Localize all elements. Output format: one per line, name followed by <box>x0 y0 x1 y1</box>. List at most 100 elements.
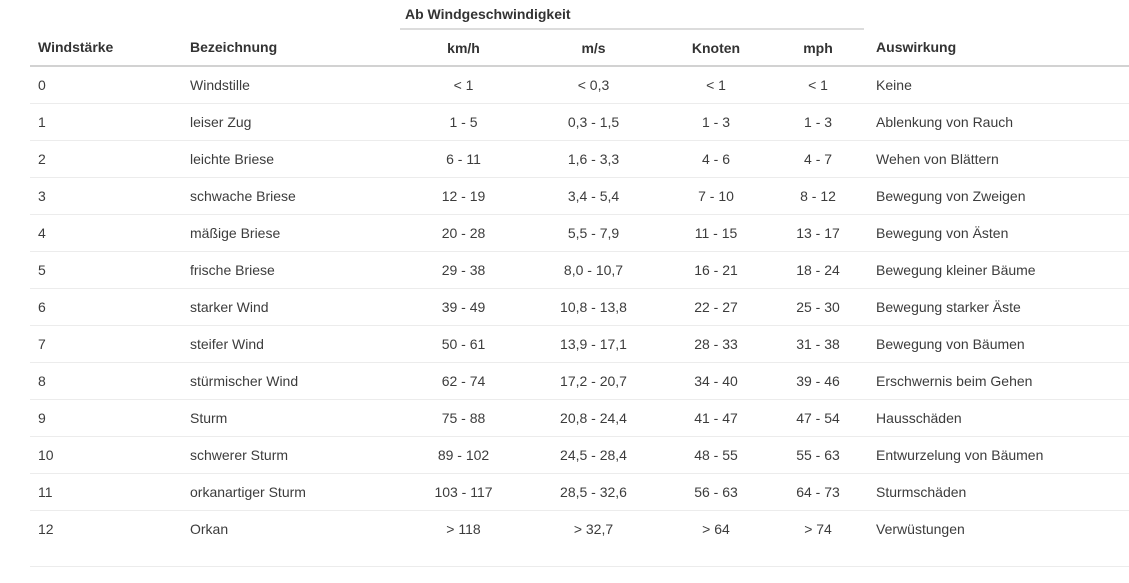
table-cell: 9 <box>30 399 182 437</box>
group-header-row: Ab Windgeschwindigkeit <box>30 0 1129 30</box>
footer-spacer-row <box>30 547 1129 567</box>
table-row: 9 Sturm 75 - 88 20,8 - 24,4 41 - 47 47 - 54 Ha… <box>30 399 1129 437</box>
table-cell: leichte Briese <box>182 140 400 178</box>
column-header-mph: mph <box>772 29 865 67</box>
table-cell: 13,9 - 17,1 <box>527 325 660 363</box>
table-cell: < 1 <box>660 66 772 104</box>
table-cell: 50 - 61 <box>400 325 527 363</box>
table-row: 4 mäßige Briese 20 - 28 5,5 - 7,9 11 - 15 13 … <box>30 214 1129 252</box>
table-cell: 8,0 - 10,7 <box>527 251 660 289</box>
table-cell: Keine <box>864 66 1129 104</box>
table-cell: 3 <box>30 177 182 215</box>
table-cell: < 0,3 <box>527 66 660 104</box>
table-cell: 39 - 49 <box>400 288 527 326</box>
table-row: 12 Orkan > 118 > 32,7 > 64 > 74 Verwüstungen <box>30 510 1129 547</box>
table-cell: 16 - 21 <box>660 251 772 289</box>
table-cell: 39 - 46 <box>772 362 865 400</box>
table-cell: 1 - 5 <box>400 103 527 141</box>
table-cell: 3,4 - 5,4 <box>527 177 660 215</box>
table-cell: 64 - 73 <box>772 473 865 511</box>
table-cell: 13 - 17 <box>772 214 865 252</box>
group-header-spacer-left <box>30 0 400 29</box>
table-row: 11 orkanartiger Sturm 103 - 117 28,5 - 32,6… <box>30 473 1129 511</box>
table-cell: < 1 <box>772 66 865 104</box>
table-cell: 10 <box>30 436 182 474</box>
table-cell: Bewegung von Bäumen <box>864 325 1129 363</box>
table-cell: 25 - 30 <box>772 288 865 326</box>
table-cell: 75 - 88 <box>400 399 527 437</box>
table-cell: 6 <box>30 288 182 326</box>
column-header-knoten: Knoten <box>660 29 772 67</box>
table-cell: 47 - 54 <box>772 399 865 437</box>
table-cell: leiser Zug <box>182 103 400 141</box>
table-cell: 5 <box>30 251 182 289</box>
table-row: 3 schwache Briese 12 - 19 3,4 - 5,4 7 - 10 8 … <box>30 177 1129 215</box>
table-cell: 8 - 12 <box>772 177 865 215</box>
table-cell: Bewegung von Zweigen <box>864 177 1129 215</box>
table-cell: 12 - 19 <box>400 177 527 215</box>
table-cell: 0,3 - 1,5 <box>527 103 660 141</box>
table-cell: mäßige Briese <box>182 214 400 252</box>
table-cell: 20,8 - 24,4 <box>527 399 660 437</box>
table-cell: schwache Briese <box>182 177 400 215</box>
column-header-windstaerke: Windstärke <box>30 29 182 67</box>
column-header-auswirkung: Auswirkung <box>864 29 1129 67</box>
table-cell: 34 - 40 <box>660 362 772 400</box>
table-row: 7 steifer Wind 50 - 61 13,9 - 17,1 28 - 33 31… <box>30 325 1129 363</box>
table-cell: 48 - 55 <box>660 436 772 474</box>
table-cell: Erschwernis beim Gehen <box>864 362 1129 400</box>
table-cell: Ablenkung von Rauch <box>864 103 1129 141</box>
table-cell: 5,5 - 7,9 <box>527 214 660 252</box>
table-cell: orkanartiger Sturm <box>182 473 400 511</box>
table-cell: 1 - 3 <box>772 103 865 141</box>
table-cell: 4 <box>30 214 182 252</box>
table-cell: 1,6 - 3,3 <box>527 140 660 178</box>
table-cell: > 118 <box>446 520 481 537</box>
table-cell: 41 - 47 <box>660 399 772 437</box>
table-cell: 1 - 3 <box>660 103 772 141</box>
table-cell: Bewegung starker Äste <box>864 288 1129 326</box>
table-cell: 28,5 - 32,6 <box>527 473 660 511</box>
table-cell: 11 - 15 <box>660 214 772 252</box>
table-cell: 11 <box>30 473 182 511</box>
table-cell: 12 <box>38 520 54 537</box>
table-cell: Entwurzelung von Bäumen <box>864 436 1129 474</box>
column-header-ms: m/s <box>527 29 660 67</box>
table-cell: 2 <box>30 140 182 178</box>
group-header-spacer-right <box>864 0 1129 29</box>
column-header-row: Windstärke Bezeichnung km/h m/s Knoten m… <box>30 29 1129 67</box>
beaufort-wind-scale-table: Ab Windgeschwindigkeit Windstärke Bezeic… <box>30 0 1129 567</box>
table-cell: 31 - 38 <box>772 325 865 363</box>
table-cell: starker Wind <box>182 288 400 326</box>
table-cell: 0 <box>30 66 182 104</box>
table-row: 10 schwerer Sturm 89 - 102 24,5 - 28,4 48 - … <box>30 436 1129 474</box>
table-cell: 62 - 74 <box>400 362 527 400</box>
table-cell: 7 <box>30 325 182 363</box>
table-cell: Bewegung kleiner Bäume <box>864 251 1129 289</box>
table-cell: Sturm <box>182 399 400 437</box>
table-cell: Verwüstungen <box>876 520 965 537</box>
table-cell: 103 - 117 <box>400 473 527 511</box>
table-row: 8 stürmischer Wind 62 - 74 17,2 - 20,7 34 - … <box>30 362 1129 400</box>
table-cell: Windstille <box>182 66 400 104</box>
table-header: Ab Windgeschwindigkeit Windstärke Bezeic… <box>30 0 1129 67</box>
table-cell: > 74 <box>804 520 832 537</box>
table-cell: 22 - 27 <box>660 288 772 326</box>
table-cell: 24,5 - 28,4 <box>527 436 660 474</box>
table-cell: steifer Wind <box>182 325 400 363</box>
table-cell: 1 <box>30 103 182 141</box>
table-cell: > 64 <box>702 520 730 537</box>
table-cell: 6 - 11 <box>400 140 527 178</box>
table-cell: 18 - 24 <box>772 251 865 289</box>
table-cell: 56 - 63 <box>660 473 772 511</box>
table-cell: > 32,7 <box>573 520 614 537</box>
footer-spacer-cell <box>30 547 1129 567</box>
table-cell: 10,8 - 13,8 <box>527 288 660 326</box>
table-footer <box>30 547 1129 567</box>
table-cell: Orkan <box>190 520 229 537</box>
table-cell: 4 - 6 <box>660 140 772 178</box>
group-header-windspeed: Ab Windgeschwindigkeit <box>400 0 865 30</box>
table-cell: 7 - 10 <box>660 177 772 215</box>
